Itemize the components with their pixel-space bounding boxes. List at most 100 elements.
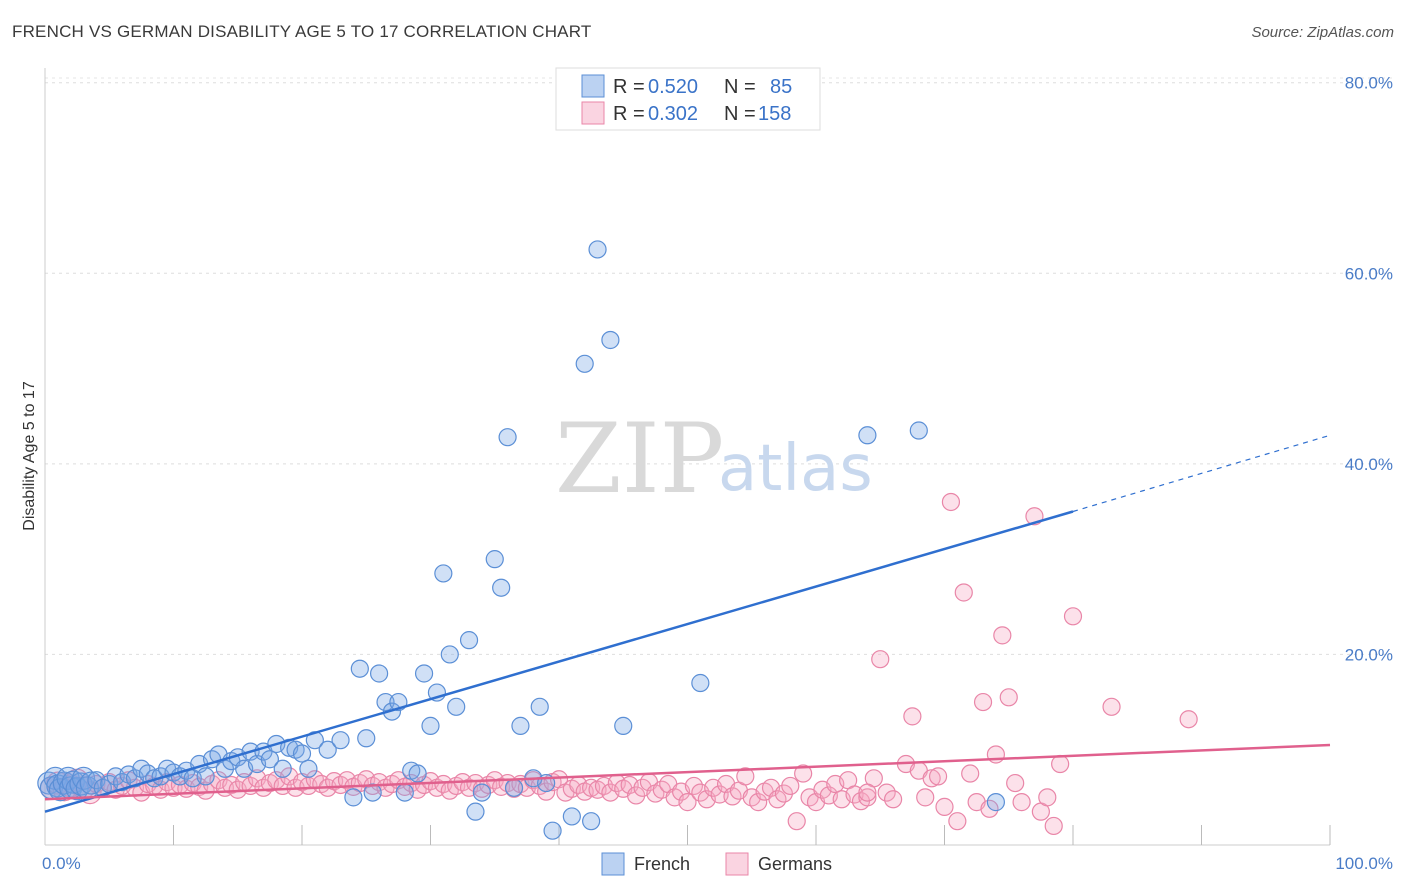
french-point-87 — [858, 426, 877, 445]
germans-trend-line — [44, 743, 1331, 801]
germans-point-129 — [871, 650, 890, 669]
french-point-65 — [434, 564, 453, 583]
germans-point-145 — [980, 799, 999, 818]
germans-point-139 — [941, 492, 961, 512]
germans-point-157 — [1102, 697, 1121, 716]
germans-point-110 — [749, 793, 768, 812]
french-point-72 — [492, 578, 511, 597]
germans-point-137 — [928, 767, 948, 786]
germans-point-147 — [993, 626, 1012, 645]
y-tick-label-2: 60.0% — [1345, 264, 1393, 283]
watermark-atlas: atlas — [718, 432, 873, 506]
french-point-52 — [350, 659, 369, 678]
germans-point-155 — [1051, 754, 1070, 774]
germans-point-117 — [794, 764, 813, 783]
chart-title: FRENCH VS GERMAN DISABILITY AGE 5 TO 17 … — [12, 22, 592, 41]
bottom-legend: French Germans — [601, 852, 832, 876]
french-point-83 — [588, 240, 607, 259]
french-point-46 — [292, 744, 312, 763]
french-trend-extension — [1072, 434, 1331, 513]
germans-point-130 — [877, 783, 896, 802]
french-point-41 — [260, 750, 279, 769]
y-tick-label-1: 40.0% — [1345, 455, 1393, 474]
tick-labels: 20.0% 40.0% 60.0% 80.0% 0.0% 100.0% — [42, 74, 1393, 873]
french-point-55 — [370, 664, 389, 683]
germans-point-136 — [922, 769, 941, 788]
french-trend-line — [44, 510, 1074, 813]
legend-r-label-germans: R = — [613, 103, 645, 125]
x-tick-label-1: 100.0% — [1335, 854, 1393, 873]
french-point-69 — [466, 802, 485, 821]
germans-point-133 — [903, 707, 922, 726]
french-point-62 — [414, 664, 434, 683]
french-point-81 — [575, 354, 594, 373]
french-point-74 — [504, 778, 524, 797]
germans-point-108 — [736, 767, 755, 786]
germans-point-154 — [1044, 816, 1063, 836]
bottom-legend-label-germans: Germans — [758, 854, 832, 874]
germans-point-24 — [196, 781, 215, 800]
bottom-legend-label-french: French — [634, 854, 690, 874]
germans-point-148 — [999, 688, 1018, 707]
french-point-67 — [447, 697, 466, 716]
french-point-51 — [344, 788, 363, 807]
germans-point-142 — [961, 764, 980, 783]
source-label: Source: ZipAtlas.com — [1251, 24, 1394, 41]
germans-point-116 — [787, 812, 806, 831]
y-axis-label: Disability Age 5 to 17 — [21, 381, 38, 531]
germans-point-150 — [1012, 793, 1031, 812]
y-tick-label-0: 20.0% — [1345, 645, 1393, 664]
legend-r-value-french: 0.520 — [648, 76, 698, 98]
bottom-legend-swatch-french — [601, 852, 625, 876]
legend-n-label-french: N = — [724, 76, 756, 98]
french-point-88 — [909, 421, 928, 440]
legend-r-label-french: R = — [613, 76, 645, 98]
french-point-43 — [273, 759, 292, 778]
french-point-61 — [408, 764, 427, 783]
germans-point-99 — [678, 793, 697, 812]
legend-n-label-germans: N = — [724, 103, 756, 125]
germans-point-114 — [774, 784, 793, 803]
germans-point-135 — [916, 788, 935, 807]
germans-point-144 — [973, 692, 993, 712]
germans-point-149 — [1006, 773, 1025, 793]
germans-point-138 — [935, 797, 954, 816]
french-point-89 — [986, 793, 1006, 812]
french-point-86 — [691, 673, 710, 693]
french-point-71 — [485, 550, 504, 569]
french-point-54 — [363, 783, 382, 802]
french-point-80 — [562, 807, 581, 826]
french-point-49 — [318, 740, 337, 759]
french-point-47 — [299, 759, 318, 778]
french-point-82 — [582, 812, 601, 831]
trend-lines — [44, 434, 1331, 813]
watermark-zip: ZIP — [555, 403, 724, 515]
legend-swatch-french — [581, 74, 605, 98]
germans-point-115 — [781, 776, 800, 796]
germans-point-131 — [883, 790, 903, 809]
germans-point-159 — [858, 783, 877, 802]
germans-point-91 — [626, 786, 646, 805]
y-tick-label-3: 80.0% — [1345, 74, 1393, 93]
legend-r-value-germans: 0.302 — [648, 103, 698, 125]
germans-point-141 — [954, 583, 973, 602]
french-point-59 — [395, 783, 414, 802]
germans-point-140 — [948, 812, 967, 831]
french-point-50 — [331, 731, 350, 750]
germans-point-156 — [1063, 607, 1083, 626]
germans-points — [39, 492, 1198, 836]
french-point-5 — [52, 771, 76, 795]
legend-n-value-french: 85 — [770, 76, 792, 98]
french-point-84 — [601, 330, 620, 350]
x-tick-label-0: 0.0% — [42, 854, 81, 873]
germans-point-153 — [1038, 788, 1057, 807]
grid-lines — [45, 77, 1392, 655]
french-point-31 — [196, 767, 215, 786]
french-point-75 — [511, 716, 530, 735]
french-point-79 — [543, 821, 562, 840]
legend-swatch-germans — [581, 101, 605, 125]
french-point-66 — [440, 645, 459, 664]
legend-n-value-germans: 158 — [758, 103, 791, 125]
french-point-68 — [459, 631, 479, 650]
germans-point-100 — [684, 776, 704, 796]
